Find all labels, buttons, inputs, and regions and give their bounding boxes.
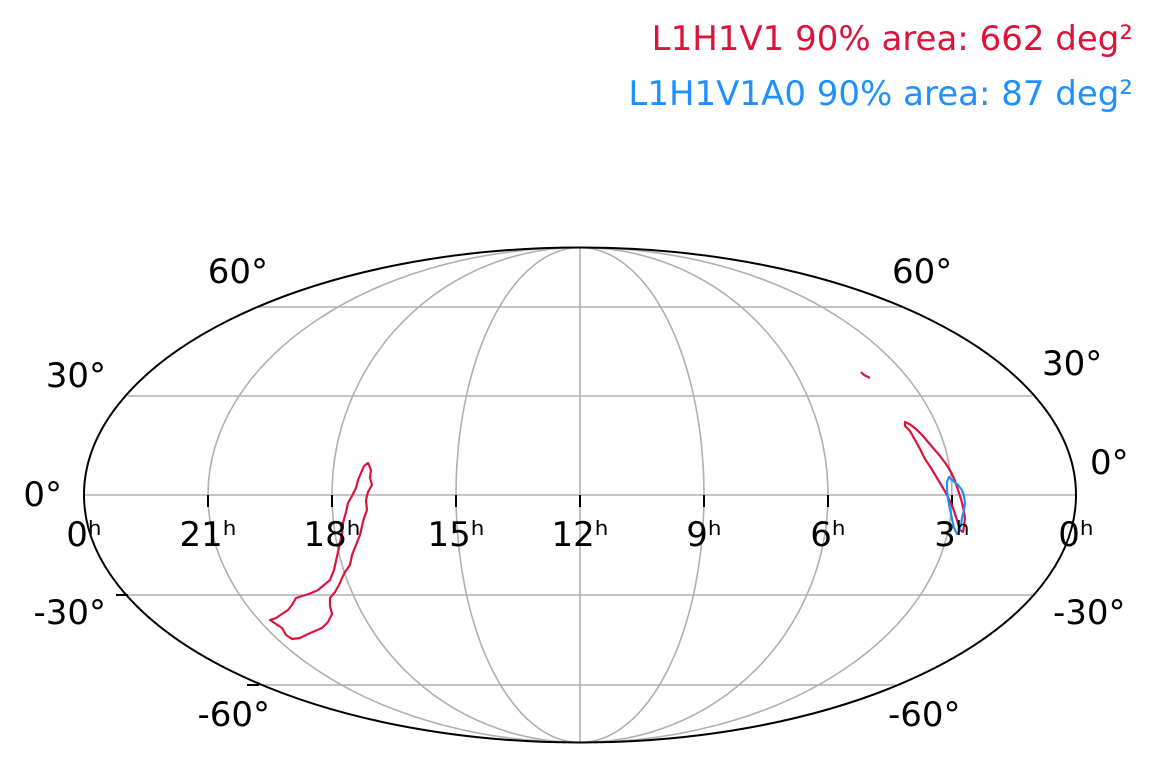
axis-ticks bbox=[116, 495, 953, 686]
dec-label-right-minus30: -30° bbox=[1053, 593, 1126, 633]
contour-l1h1v1-west bbox=[268, 461, 374, 641]
ra-label-9h: 9ʰ bbox=[686, 515, 721, 555]
dec-labels-right: 60° 30° 0° -30° -60° bbox=[888, 252, 1129, 735]
dec-label-right-30: 30° bbox=[1042, 344, 1102, 384]
dec-label-right-0: 0° bbox=[1090, 443, 1129, 483]
dec-label-left-minus30: -30° bbox=[33, 593, 106, 633]
dec-labels-left: 60° 30° 0° -30° -60° bbox=[23, 252, 270, 735]
projection-outline bbox=[83, 246, 1077, 744]
dec-label-right-minus60: -60° bbox=[888, 695, 961, 735]
ra-label-0h-left: 0ʰ bbox=[66, 515, 101, 555]
ra-labels: 0ʰ 21ʰ 18ʰ 15ʰ 12ʰ 9ʰ 6ʰ 3ʰ 0ʰ bbox=[66, 515, 1093, 555]
dec-label-left-0: 0° bbox=[23, 475, 62, 515]
dec-label-right-60: 60° bbox=[892, 252, 952, 292]
ra-label-12h: 12ʰ bbox=[551, 515, 608, 555]
ra-label-15h: 15ʰ bbox=[427, 515, 484, 555]
legend-l1h1v1: L1H1V1 90% area: 662 deg² bbox=[652, 19, 1133, 59]
ra-label-6h: 6ʰ bbox=[810, 515, 845, 555]
ra-label-0h-right: 0ʰ bbox=[1058, 515, 1093, 555]
contour-l1h1v1-east bbox=[903, 420, 967, 534]
ra-label-3h: 3ʰ bbox=[934, 515, 969, 555]
ra-label-21h: 21ʰ bbox=[179, 515, 236, 555]
contour-l1h1v1-islet bbox=[860, 371, 871, 379]
dec-label-left-60: 60° bbox=[208, 252, 268, 292]
contours bbox=[268, 371, 967, 641]
dec-label-left-30: 30° bbox=[46, 356, 106, 396]
contour-l1h1v1a0 bbox=[945, 475, 967, 536]
legend-l1h1v1a0: L1H1V1A0 90% area: 87 deg² bbox=[628, 74, 1133, 114]
legend: L1H1V1 90% area: 662 deg² L1H1V1A0 90% a… bbox=[628, 19, 1133, 114]
dec-label-left-minus60: -60° bbox=[197, 695, 270, 735]
ra-label-18h: 18ʰ bbox=[303, 515, 360, 555]
